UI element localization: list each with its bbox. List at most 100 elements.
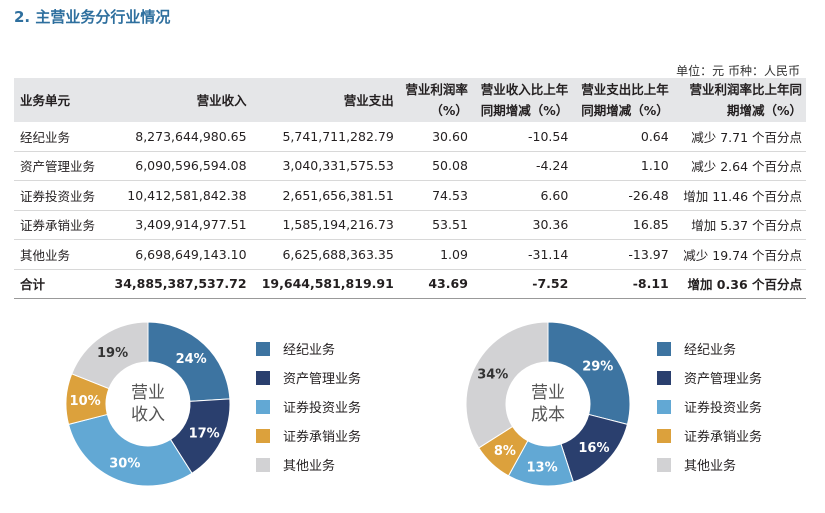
table-cell: -7.52 bbox=[471, 269, 573, 299]
table-cell: 5,741,711,282.79 bbox=[250, 122, 398, 152]
table-cell: 8,273,644,980.65 bbox=[103, 122, 251, 152]
table-cell: 1.09 bbox=[397, 239, 472, 270]
table-cell: 53.51 bbox=[397, 210, 472, 240]
table-cell: 增加 11.46 个百分点 bbox=[672, 180, 806, 211]
slice-label: 34% bbox=[477, 368, 508, 383]
legend-label: 证券投资业务 bbox=[283, 401, 362, 416]
legend-revenue: 经纪业务资产管理业务证券投资业务 证券承销业务 其他业务 bbox=[256, 334, 361, 479]
legend-swatch bbox=[657, 428, 671, 443]
table-cell: 50.08 bbox=[397, 151, 472, 181]
table-cell: 减少 2.64 个百分点 bbox=[672, 151, 806, 181]
legend-cost: 经纪业务资产管理业务证券投资业务 证券承销业务 其他业务 bbox=[657, 334, 762, 479]
legend-label: 经纪业务 bbox=[283, 343, 336, 358]
legend-label: 证券承销业务 bbox=[283, 430, 362, 445]
unit-note: 单位：元 币种：人民币 bbox=[676, 64, 800, 78]
legend-swatch bbox=[657, 370, 671, 385]
table-cell: 增加 0.36 个百分点 bbox=[672, 269, 806, 299]
slice-label: 30% bbox=[109, 457, 140, 472]
legend-label: 其他业务 bbox=[684, 459, 737, 474]
legend-swatch bbox=[256, 399, 270, 414]
table-cell: 合计 bbox=[14, 269, 104, 299]
table-cell: -4.24 bbox=[471, 151, 573, 181]
legend-item: 其他业务 bbox=[256, 450, 361, 479]
column-header: 营业收入比上年 同期增减（%） bbox=[471, 78, 573, 122]
table-cell: 3,040,331,575.53 bbox=[250, 151, 398, 181]
slice-label: 10% bbox=[70, 394, 101, 409]
legend-swatch bbox=[657, 399, 671, 414]
legend-swatch bbox=[657, 341, 671, 356]
table-cell: 6,090,596,594.08 bbox=[103, 151, 251, 181]
legend-swatch bbox=[657, 457, 671, 472]
legend-swatch bbox=[256, 457, 270, 472]
pie-slice bbox=[147, 321, 231, 402]
legend-item: 资产管理业务 bbox=[657, 363, 762, 392]
table-cell: 经纪业务 bbox=[14, 122, 104, 152]
table-cell: 其他业务 bbox=[14, 239, 104, 270]
legend-label: 经纪业务 bbox=[684, 343, 737, 358]
table-cell: -8.11 bbox=[572, 269, 673, 299]
legend-item: 经纪业务 bbox=[256, 334, 361, 363]
legend-item: 其他业务 bbox=[657, 450, 762, 479]
table-cell: 证券承销业务 bbox=[14, 210, 104, 240]
legend-swatch bbox=[256, 370, 270, 385]
section-title: 2. 主营业务分行业情况 bbox=[14, 8, 171, 26]
column-header: 业务单元 bbox=[14, 78, 104, 122]
table-cell: -10.54 bbox=[471, 122, 573, 152]
slice-label: 8% bbox=[494, 444, 516, 459]
chart-title-revenue: 营业收入 bbox=[131, 383, 165, 425]
column-header: 营业利润率 （%） bbox=[397, 78, 472, 122]
legend-label: 证券投资业务 bbox=[684, 401, 763, 416]
table-row: 证券承销业务 3,409,914,977.51 1,585,194,216.73 53… bbox=[14, 210, 806, 240]
chart-title-cost: 营业成本 bbox=[531, 383, 565, 425]
slice-label: 29% bbox=[582, 359, 613, 374]
pie-slice bbox=[71, 321, 149, 390]
slice-label: 17% bbox=[189, 427, 220, 442]
table-row: 经纪业务 8,273,644,980.65 5,741,711,282.79 30.6… bbox=[14, 122, 806, 152]
table-header: 业务单元 营业收入 营业支出 营业利润率 （%） 营业收入比上年 同期增减（%） 营业支出… bbox=[14, 78, 806, 122]
table-cell: -31.14 bbox=[471, 239, 573, 270]
table-cell: 3,409,914,977.51 bbox=[103, 210, 251, 240]
table-cell: 30.60 bbox=[397, 122, 472, 152]
legend-item: 证券承销业务 bbox=[256, 421, 361, 450]
legend-item: 证券承销业务 bbox=[657, 421, 762, 450]
pie-slice bbox=[547, 321, 631, 426]
table-cell: 资产管理业务 bbox=[14, 151, 104, 181]
table-cell: 10,412,581,842.38 bbox=[103, 180, 251, 211]
legend-item: 证券投资业务 bbox=[657, 392, 762, 421]
table-cell: 30.36 bbox=[471, 210, 573, 240]
table-row: 证券投资业务 10,412,581,842.38 2,651,656,381.51 7… bbox=[14, 180, 806, 211]
table-cell: 6,625,688,363.35 bbox=[250, 239, 398, 270]
table-cell: 1.10 bbox=[572, 151, 673, 181]
legend-swatch bbox=[256, 428, 270, 443]
slice-label: 16% bbox=[578, 441, 609, 456]
legend-item: 资产管理业务 bbox=[256, 363, 361, 392]
table-cell: 16.85 bbox=[572, 210, 673, 240]
business-table: 业务单元 营业收入 营业支出 营业利润率 （%） 营业收入比上年 同期增减（%） 营业支出… bbox=[14, 78, 806, 299]
table-cell: 2,651,656,381.51 bbox=[250, 180, 398, 211]
legend-label: 其他业务 bbox=[283, 459, 336, 474]
column-header: 营业收入 bbox=[103, 78, 251, 122]
pie-slice bbox=[67, 413, 193, 487]
column-header: 营业支出比上年 同期增减（%） bbox=[572, 78, 673, 122]
slice-label: 24% bbox=[176, 352, 207, 367]
table-cell: 1,585,194,216.73 bbox=[250, 210, 398, 240]
table-cell: 0.64 bbox=[572, 122, 673, 152]
table-cell: 6.60 bbox=[471, 180, 573, 211]
legend-swatch bbox=[256, 341, 270, 356]
slice-label: 19% bbox=[97, 346, 128, 361]
column-header: 营业支出 bbox=[250, 78, 398, 122]
table-cell: 34,885,387,537.72 bbox=[103, 269, 251, 299]
table-cell: -26.48 bbox=[572, 180, 673, 211]
legend-item: 证券投资业务 bbox=[256, 392, 361, 421]
table-cell: 减少 7.71 个百分点 bbox=[672, 122, 806, 152]
total-row: 合计 34,885,387,537.72 19,644,581,819.91 43.6… bbox=[14, 269, 806, 299]
pie-slice bbox=[465, 321, 549, 449]
table-cell: 减少 19.74 个百分点 bbox=[672, 239, 806, 270]
table-cell: -13.97 bbox=[572, 239, 673, 270]
table-cell: 证券投资业务 bbox=[14, 180, 104, 211]
column-header: 营业利润率比上年同 期增减（%） bbox=[672, 78, 806, 122]
legend-label: 证券承销业务 bbox=[684, 430, 763, 445]
table-cell: 43.69 bbox=[397, 269, 472, 299]
